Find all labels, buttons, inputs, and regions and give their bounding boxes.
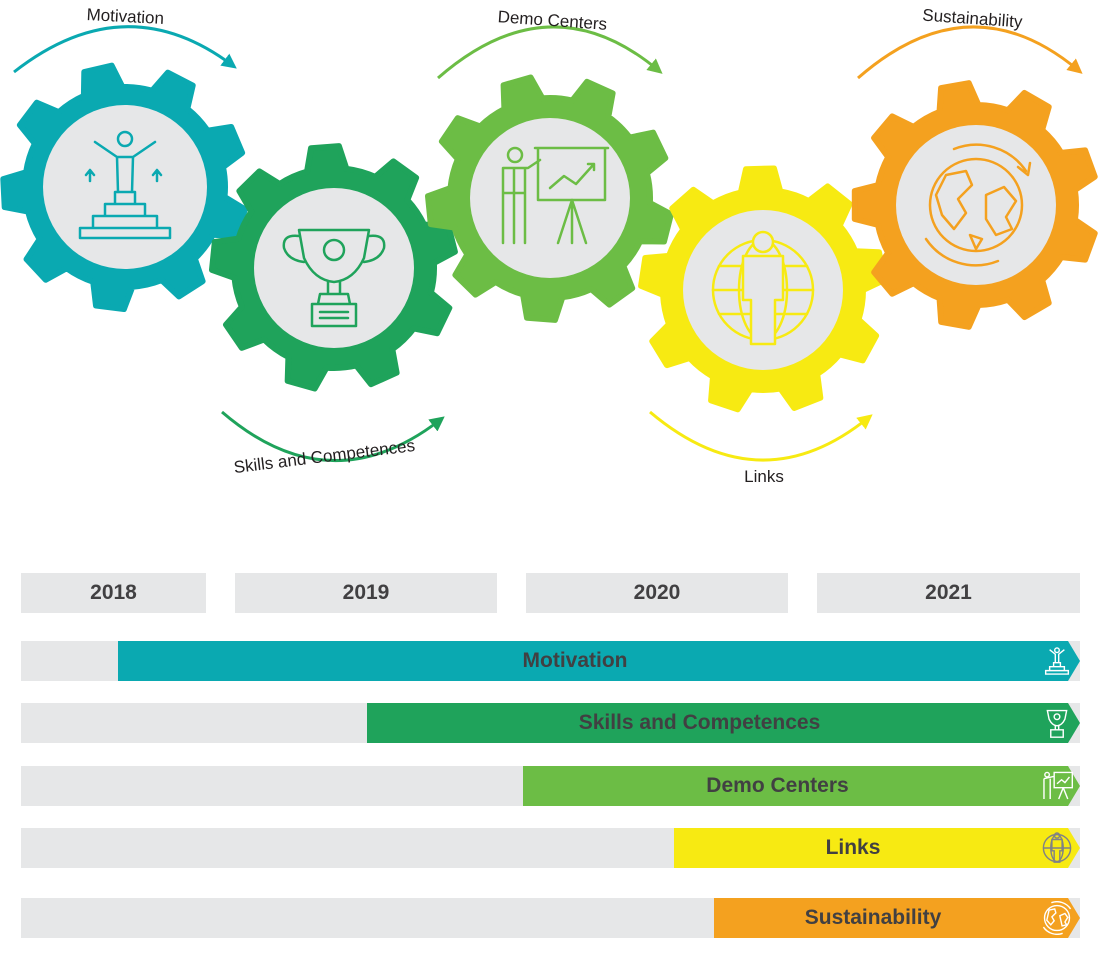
- gear-process-diagram: Motivation Skills and Competences Demo C…: [0, 5, 1098, 486]
- bar-label-skills: Skills and Competences: [578, 711, 821, 734]
- presenter-chart-icon: [1043, 771, 1074, 800]
- gear-hub: [43, 105, 207, 269]
- bar-fill: [367, 703, 1080, 743]
- arrow-demo: [437, 25, 663, 80]
- arrow-label-motivation: Motivation: [86, 5, 164, 28]
- bar-skills: Skills and Competences: [367, 703, 1080, 743]
- bar-fill: [523, 766, 1080, 806]
- bar-shape: [674, 828, 1080, 868]
- bar-motivation: Motivation: [118, 641, 1080, 681]
- gear-sustainability: [851, 80, 1098, 330]
- gear-skills: [209, 143, 458, 392]
- bar-shape: [367, 703, 1080, 743]
- arrow-label-skills: Skills and Competences: [233, 436, 416, 477]
- bar-label-links: Links: [825, 836, 881, 859]
- timeline-row-skills: Skills and Competences: [21, 703, 1080, 743]
- timeline-row-links: Links: [21, 828, 1080, 868]
- bar-fill: [714, 898, 1080, 938]
- timeline-row-demo-centers: Demo Centers: [21, 766, 1080, 806]
- gear-demo: [425, 74, 674, 323]
- year-header-2021: 2021: [817, 573, 1080, 613]
- trophy-icon: [1046, 709, 1068, 738]
- bar-label-sustainability: Sustainability: [804, 906, 942, 929]
- bar-demo-centers: Demo Centers: [523, 766, 1080, 806]
- trophy-icon: [282, 228, 386, 328]
- earth-cycle-icon: [924, 143, 1032, 267]
- arrow-label-links: Links: [744, 467, 784, 486]
- bar-fill: [674, 828, 1080, 868]
- arrow-motivation: [13, 25, 237, 74]
- bar-label-demo-centers: Demo Centers: [706, 774, 849, 797]
- arrow-label-sustainability: Sustainability: [922, 6, 1024, 32]
- person-globe-icon: [1042, 832, 1072, 863]
- bar-fill: [118, 641, 1080, 681]
- year-header-2020: 2020: [526, 573, 788, 613]
- presenter-chart-icon: [501, 146, 610, 245]
- arrow-label-demo: Demo Centers: [497, 7, 608, 34]
- podium-person-icon: [1044, 647, 1070, 675]
- year-header-2019: 2019: [235, 573, 497, 613]
- bar-shape: [714, 898, 1080, 938]
- earth-cycle-icon: [1042, 901, 1072, 935]
- timeline-row-sustainability: Sustainability: [21, 898, 1080, 938]
- timeline: 2018 2019 2020 2021 Motivation Skills an…: [0, 560, 1100, 960]
- gear-hub: [254, 188, 414, 348]
- bar-sustainability: Sustainability: [714, 898, 1080, 938]
- bar-shape: [523, 766, 1080, 806]
- year-header-2018: 2018: [21, 573, 206, 613]
- gear-motivation: [0, 62, 248, 312]
- bar-links: Links: [674, 828, 1080, 868]
- person-globe-icon: [711, 230, 815, 346]
- gear-hub: [896, 125, 1056, 285]
- arrow-links: [649, 410, 873, 462]
- bar-shape: [118, 641, 1080, 681]
- timeline-row-motivation: Motivation: [21, 641, 1080, 681]
- podium-person-icon: [78, 130, 172, 240]
- bar-label-motivation: Motivation: [522, 649, 628, 672]
- arrow-sustainability: [857, 25, 1083, 80]
- arrow-skills: [221, 410, 445, 463]
